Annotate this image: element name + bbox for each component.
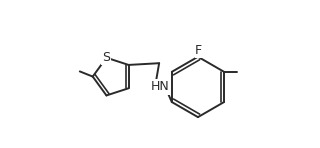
- Text: HN: HN: [151, 80, 169, 93]
- Text: S: S: [102, 51, 110, 64]
- Text: F: F: [195, 44, 202, 57]
